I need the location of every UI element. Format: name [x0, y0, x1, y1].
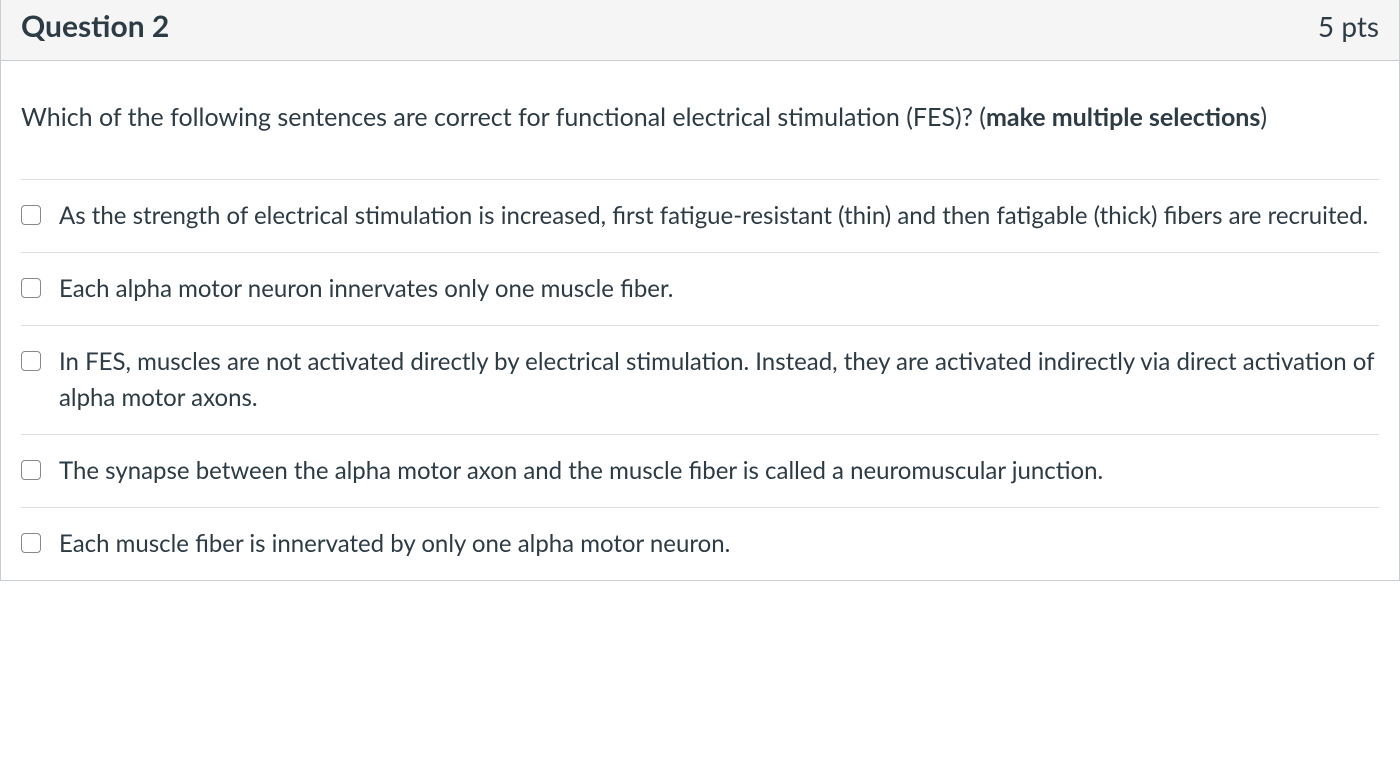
- question-body: Which of the following sentences are cor…: [1, 61, 1399, 580]
- answer-checkbox[interactable]: [21, 205, 41, 225]
- question-title: Question 2: [21, 8, 169, 44]
- answer-label[interactable]: Each alpha motor neuron innervates only …: [59, 271, 1379, 307]
- answer-checkbox[interactable]: [21, 351, 41, 371]
- answer-item: Each muscle fiber is innervated by only …: [21, 507, 1379, 580]
- answer-checkbox[interactable]: [21, 533, 41, 553]
- prompt-prefix: Which of the following sentences are cor…: [21, 102, 986, 132]
- answer-label[interactable]: The synapse between the alpha motor axon…: [59, 453, 1379, 489]
- prompt-suffix: ): [1260, 102, 1267, 132]
- answers-list: As the strength of electrical stimulatio…: [21, 179, 1379, 580]
- answer-checkbox[interactable]: [21, 278, 41, 298]
- question-header: Question 2 5 pts: [1, 0, 1399, 61]
- answer-label[interactable]: Each muscle fiber is innervated by only …: [59, 526, 1379, 562]
- answer-label[interactable]: In FES, muscles are not activated direct…: [59, 344, 1379, 416]
- answer-item: In FES, muscles are not activated direct…: [21, 325, 1379, 434]
- prompt-bold: make multiple selections: [986, 102, 1260, 132]
- answer-checkbox[interactable]: [21, 460, 41, 480]
- answer-item: Each alpha motor neuron innervates only …: [21, 252, 1379, 325]
- question-prompt: Which of the following sentences are cor…: [21, 99, 1379, 137]
- answer-item: The synapse between the alpha motor axon…: [21, 434, 1379, 507]
- answer-label[interactable]: As the strength of electrical stimulatio…: [59, 198, 1379, 234]
- question-container: Question 2 5 pts Which of the following …: [0, 0, 1400, 581]
- question-points: 5 pts: [1318, 9, 1379, 43]
- answer-item: As the strength of electrical stimulatio…: [21, 179, 1379, 252]
